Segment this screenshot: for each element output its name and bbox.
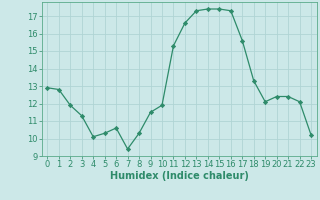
X-axis label: Humidex (Indice chaleur): Humidex (Indice chaleur) xyxy=(110,171,249,181)
